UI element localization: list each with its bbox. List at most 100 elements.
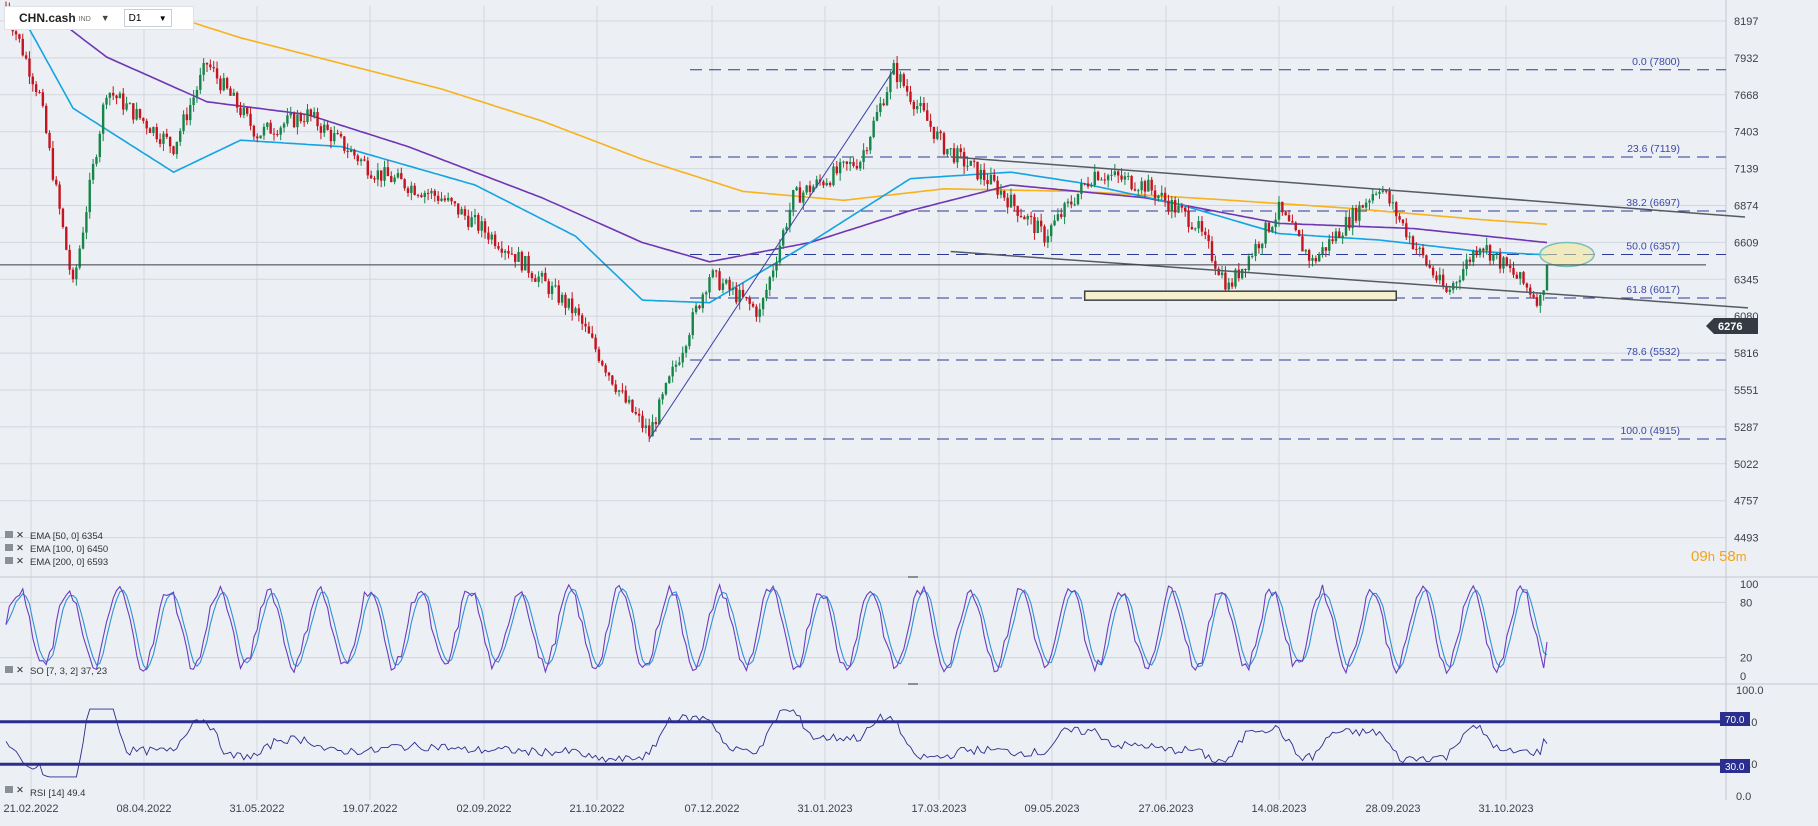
y-tick-label-2: 7668 bbox=[1734, 90, 1758, 102]
candle-body bbox=[1060, 214, 1063, 217]
candle-body bbox=[179, 131, 182, 142]
candle-body bbox=[1291, 221, 1294, 223]
candle-body bbox=[912, 101, 916, 110]
candle-body bbox=[1495, 252, 1498, 254]
candle-body bbox=[225, 78, 229, 89]
svg-text:✕: ✕ bbox=[16, 665, 24, 676]
drawing-tools bbox=[648, 69, 1749, 440]
candle-body bbox=[1113, 171, 1117, 175]
candle-body bbox=[1297, 230, 1301, 237]
candle-body bbox=[651, 422, 654, 437]
legend-stoch[interactable]: ✕ SO [7, 3, 2] 37, 23 bbox=[5, 665, 107, 677]
candle-body bbox=[410, 185, 413, 193]
candle-body bbox=[658, 399, 661, 425]
candle-body bbox=[219, 78, 222, 91]
candle-body bbox=[1358, 205, 1361, 221]
candle-body bbox=[1311, 258, 1314, 261]
candle-body bbox=[1207, 234, 1210, 242]
candle-body bbox=[1532, 294, 1535, 298]
candle-body bbox=[182, 114, 185, 132]
chevron-down-icon[interactable]: ▼ bbox=[100, 13, 110, 23]
timeframe-select[interactable]: D1 ▼ bbox=[123, 9, 172, 27]
candle-body bbox=[31, 76, 34, 85]
candle-body bbox=[648, 425, 651, 437]
candle-body bbox=[718, 271, 721, 290]
candle-body bbox=[1073, 204, 1076, 206]
candle-body bbox=[540, 272, 544, 277]
candle-body bbox=[1197, 221, 1200, 229]
stochastic-panel bbox=[0, 583, 1726, 675]
candle-body bbox=[128, 103, 132, 105]
candle-body bbox=[1435, 275, 1438, 281]
candle-body bbox=[199, 74, 202, 90]
candle-body bbox=[34, 84, 38, 93]
candle-body bbox=[259, 135, 262, 139]
candle-body bbox=[785, 226, 788, 231]
y-tick-label-13: 4757 bbox=[1734, 496, 1758, 508]
candle-body bbox=[1318, 254, 1321, 262]
last-price-tag: 6276 bbox=[1706, 318, 1758, 334]
candle-body bbox=[148, 128, 152, 133]
legend-rsi[interactable]: ✕ RSI [14] 49.4 bbox=[5, 785, 85, 799]
candle-body bbox=[1220, 272, 1224, 276]
candle-body bbox=[503, 250, 507, 253]
candle-body bbox=[1428, 264, 1431, 268]
candle-body bbox=[929, 120, 932, 127]
candle-body bbox=[1180, 205, 1184, 208]
candle-body bbox=[1488, 245, 1492, 261]
candle-body bbox=[983, 169, 986, 180]
candle-body bbox=[88, 179, 91, 213]
legend-ema50[interactable]: ✕ EMA [50, 0] 6354 bbox=[5, 530, 103, 542]
candle-body bbox=[627, 399, 631, 403]
candle-body bbox=[313, 112, 316, 116]
symbol-selector[interactable]: CHN.cash IND ▼ D1 ▼ bbox=[4, 6, 194, 30]
candle-body bbox=[1472, 251, 1475, 262]
candle-body bbox=[343, 136, 346, 151]
candle-body bbox=[916, 106, 919, 110]
candle-body bbox=[909, 91, 912, 102]
candle-body bbox=[926, 110, 929, 121]
legend-ema50-label: EMA [50, 0] 6354 bbox=[30, 531, 103, 542]
candle-body bbox=[286, 115, 289, 124]
panel-resize-handle-1[interactable] bbox=[908, 576, 918, 578]
x-tick-label-9: 09.05.2023 bbox=[1024, 803, 1079, 815]
candle-body bbox=[85, 212, 88, 233]
candle-body bbox=[581, 315, 584, 324]
candle-body bbox=[1287, 215, 1291, 222]
candle-body bbox=[815, 179, 818, 187]
candle-body bbox=[989, 174, 993, 185]
indicator-legend[interactable]: ✕ EMA [50, 0] 6354 ✕ EMA [100, 0] 6450 ✕… bbox=[5, 530, 108, 799]
legend-ema100[interactable]: ✕ EMA [100, 0] 6450 bbox=[5, 543, 108, 555]
candle-body bbox=[1485, 245, 1488, 251]
candle-body bbox=[691, 312, 694, 336]
candle-body bbox=[1354, 207, 1358, 221]
candle-body bbox=[14, 31, 18, 35]
candle-body bbox=[761, 298, 765, 310]
candle-body bbox=[467, 215, 470, 227]
candle-body bbox=[1254, 243, 1257, 257]
candle-body bbox=[1167, 200, 1170, 212]
candle-body bbox=[145, 120, 148, 129]
candle-body bbox=[1009, 194, 1013, 208]
candle-body bbox=[517, 251, 520, 262]
candle-body bbox=[808, 185, 812, 192]
x-tick-label-1: 08.04.2022 bbox=[116, 803, 171, 815]
candle-body bbox=[1519, 272, 1522, 279]
panel-resize-handle-2[interactable] bbox=[908, 683, 918, 685]
candle-body bbox=[999, 190, 1003, 195]
candle-body bbox=[835, 166, 838, 174]
candle-body bbox=[514, 254, 517, 262]
ema200-line bbox=[149, 8, 1548, 226]
legend-ema200[interactable]: ✕ EMA [200, 0] 6593 bbox=[5, 556, 108, 568]
candle-body bbox=[664, 383, 668, 395]
candle-body bbox=[534, 278, 537, 282]
candle-body bbox=[591, 333, 594, 338]
candle-body bbox=[1063, 203, 1066, 217]
candle-body bbox=[1120, 175, 1123, 180]
candle-body bbox=[715, 270, 718, 272]
candle-body bbox=[202, 62, 205, 75]
candle-body bbox=[1418, 247, 1421, 250]
candle-body bbox=[1016, 206, 1019, 216]
candle-body bbox=[323, 124, 326, 133]
